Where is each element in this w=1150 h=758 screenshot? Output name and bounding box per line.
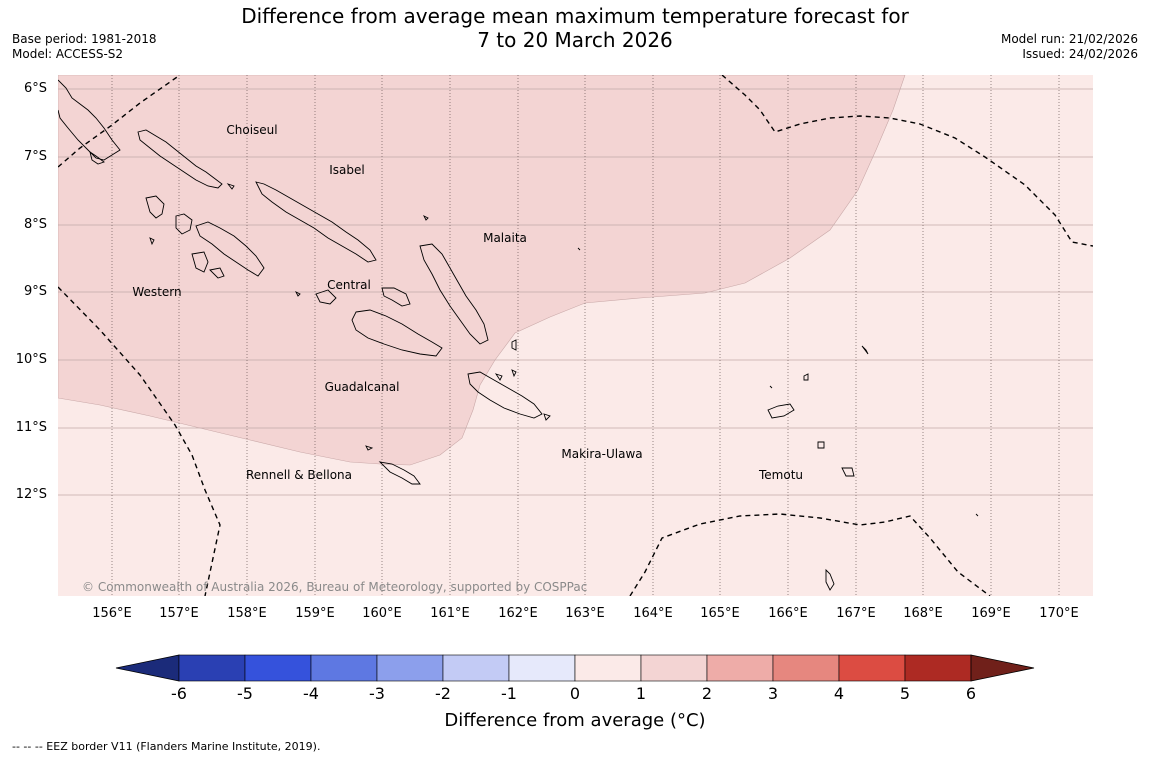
anomaly-1-to-2-area [58, 75, 906, 466]
colorbar-extend-low [115, 654, 180, 682]
colorbar-segment [178, 654, 246, 682]
copyright-notice: © Commonwealth of Australia 2026, Bureau… [82, 580, 588, 594]
lat-tick-7s: 7°S [23, 149, 47, 164]
lat-tick-6s: 6°S [23, 81, 47, 96]
island-guadalcanal [351, 309, 443, 357]
lon-tick-166e: 166°E [768, 606, 808, 621]
latitude-gridlines [58, 88, 1093, 496]
colorbar-tick-label: -1 [501, 684, 517, 703]
colorbar-title: Difference from average (°C) [444, 710, 706, 731]
island-choiseul [137, 129, 223, 189]
island-new-georgia [145, 195, 165, 219]
region-label-malaita: Malaita [483, 231, 527, 245]
colorbar-segment [376, 654, 444, 682]
island-makira [467, 371, 543, 419]
region-label-central: Central [327, 278, 371, 292]
base-period: Base period: 1981-2018 [12, 32, 157, 46]
region-label-western: Western [132, 285, 182, 299]
lon-tick-158e: 158°E [227, 606, 267, 621]
colorbar-tick-label: 0 [569, 684, 581, 703]
colorbar-tick-label: -3 [369, 684, 385, 703]
region-label-temotu: Temotu [758, 468, 804, 482]
colorbar-segment [574, 654, 642, 682]
colorbar-tick-label: 4 [833, 684, 845, 703]
region-label-choiseul: Choiseul [226, 123, 278, 137]
colorbar-segment [640, 654, 708, 682]
region-label-isabel: Isabel [329, 163, 365, 177]
lat-tick-8s: 8°S [23, 217, 47, 232]
colorbar-segment [508, 654, 576, 682]
eez-borders [58, 75, 1093, 596]
lon-tick-165e: 165°E [700, 606, 740, 621]
lon-tick-162e: 162°E [498, 606, 538, 621]
lat-tick-9s: 9°S [23, 284, 47, 299]
island-malaita [419, 243, 489, 345]
lon-tick-161e: 161°E [430, 606, 470, 621]
colorbar-segment [772, 654, 840, 682]
region-label-rennell-bellona: Rennell & Bellona [245, 468, 353, 482]
lon-tick-156e: 156°E [92, 606, 132, 621]
lon-tick-169e: 169°E [971, 606, 1011, 621]
colorbar-tick-label: -4 [303, 684, 319, 703]
island-santa-cruz [767, 403, 795, 419]
map-title-line1: Difference from average mean maximum tem… [241, 4, 909, 28]
lat-tick-11s: 11°S [15, 420, 47, 435]
lon-tick-160e: 160°E [362, 606, 402, 621]
lon-tick-159e: 159°E [295, 606, 335, 621]
lon-tick-168e: 168°E [903, 606, 943, 621]
colorbar-tick-label: 3 [767, 684, 779, 703]
colorbar-tick-label: 6 [965, 684, 977, 703]
colorbar-segment [706, 654, 774, 682]
island-bougainville [58, 79, 121, 161]
colorbar-segment [244, 654, 312, 682]
region-label-guadalcanal: Guadalcanal [324, 380, 400, 394]
eez-footnote: -- -- -- EEZ border V11 (Flanders Marine… [12, 740, 321, 753]
colorbar-tick-label: -2 [435, 684, 451, 703]
colorbar-tick-label: 1 [635, 684, 647, 703]
island-isabel [255, 181, 377, 263]
map-title-line2: 7 to 20 March 2026 [477, 28, 673, 52]
lon-tick-167e: 167°E [836, 606, 876, 621]
model-name: Model: ACCESS-S2 [12, 47, 124, 61]
colorbar-tick-label: -5 [237, 684, 253, 703]
lon-tick-164e: 164°E [633, 606, 673, 621]
model-run-date: Model run: 21/02/2026 [1000, 32, 1138, 46]
colorbar-extend-high [970, 654, 1035, 682]
colorbar-tick-label: 5 [899, 684, 911, 703]
colorbar-segment [838, 654, 906, 682]
region-label-makira-ulawa: Makira-Ulawa [561, 447, 643, 461]
lon-tick-157e: 157°E [159, 606, 199, 621]
lon-tick-163e: 163°E [565, 606, 605, 621]
colorbar-segment [310, 654, 378, 682]
colorbar-tick-label: 2 [701, 684, 713, 703]
colorbar-segment [442, 654, 510, 682]
colorbar-tick-label: -6 [171, 684, 187, 703]
colorbar-segment [904, 654, 972, 682]
coastlines [58, 79, 979, 591]
issued-date: Issued: 24/02/2026 [1022, 47, 1138, 61]
lat-tick-10s: 10°S [15, 352, 47, 367]
island-rennell [378, 461, 421, 485]
lat-tick-12s: 12°S [15, 487, 47, 502]
lon-tick-170e: 170°E [1039, 606, 1079, 621]
colorbar [115, 654, 1035, 682]
